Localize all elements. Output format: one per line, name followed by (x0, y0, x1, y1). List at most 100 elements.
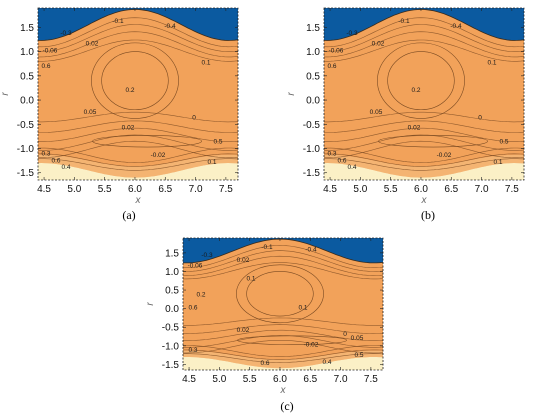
contour-label: 0.05 (84, 109, 97, 116)
plot-frame (323, 7, 525, 181)
contour-label: 0.02 (237, 327, 250, 334)
x-tick-label: 7.0 (189, 184, 203, 195)
contour-line (38, 158, 238, 171)
y-tick-label: -1.0 (17, 144, 35, 155)
contour-label: -0.1 (261, 244, 273, 251)
x-tick-label: 5.5 (98, 184, 112, 195)
contour-label: 0.1 (207, 159, 216, 166)
contour-label: -0.4 (164, 23, 176, 30)
y-tick-label: 1.0 (165, 267, 179, 278)
contour-line (324, 134, 524, 151)
x-tick-label: 7.5 (505, 184, 519, 195)
y-axis-label: r (286, 92, 297, 96)
contour-plot-svg: -0.1 -0.3 -0.4 -0.06 0.02 0.6 0.1 0.2 0.05 0.02 0 -… (286, 7, 525, 206)
x-tick-label: 4.5 (182, 374, 196, 385)
x-tick-label: 6.5 (444, 184, 458, 195)
contour-line (38, 17, 238, 48)
contour-label: 0.1 (246, 276, 255, 283)
plot-frame (37, 7, 239, 181)
y-axis-label: r (0, 92, 11, 96)
contour-line (38, 111, 238, 123)
contour-line (183, 317, 383, 326)
contour-label: 0.05 (351, 335, 364, 342)
contour-label: 0.6 (188, 305, 197, 312)
light-band (38, 154, 238, 178)
panel-caption-a: (a) (122, 208, 136, 222)
panel-caption-c: (c) (280, 399, 294, 413)
contour-line (183, 262, 383, 280)
plot-frame (182, 237, 384, 371)
contour-label: 0.5 (213, 138, 222, 145)
contour-label: 0.1 (201, 59, 210, 66)
contour-line (324, 147, 524, 163)
contour-line (38, 134, 238, 151)
light-band (324, 154, 524, 178)
contour-label: -0.06 (188, 262, 203, 269)
contour-label: 0 (343, 331, 347, 338)
x-tick-label: 4.5 (323, 184, 337, 195)
y-tick-label: -1.5 (303, 168, 321, 179)
trapped-bolus-contour (91, 42, 179, 119)
contour-label: 0.6 (260, 360, 269, 367)
contour-label: -0.3 (201, 252, 213, 259)
y-tick-label: 0.0 (165, 304, 179, 315)
trapped-bolus-contour (236, 264, 324, 324)
x-axis-label: x (421, 195, 428, 205)
contour-label: -0.1 (112, 18, 124, 25)
contour-label: 0.3 (188, 347, 197, 354)
plot-area (324, 8, 524, 180)
contour-label: 0.2 (125, 87, 134, 94)
contour-line (38, 147, 238, 163)
y-tick-label: -1.0 (303, 144, 321, 155)
contour-label: -0.02 (437, 152, 452, 159)
contour-line (324, 140, 524, 158)
trapped-bolus-contour (101, 51, 169, 111)
contour-line (324, 120, 524, 133)
x-tick-label: 6.5 (303, 374, 317, 385)
y-tick-label: 0.5 (306, 71, 320, 82)
x-tick-label: 7.0 (475, 184, 489, 195)
trapped-bolus-contour (377, 42, 465, 119)
y-tick-label: 0.0 (306, 96, 320, 107)
bottom-region (38, 163, 238, 180)
x-tick-label: 6.0 (273, 374, 287, 385)
contour-line (183, 345, 383, 357)
contour-line (183, 255, 383, 276)
contour-line (183, 250, 383, 272)
contour-label: 0.02 (237, 257, 250, 264)
contour-line (324, 24, 524, 52)
x-tick-label: 7.5 (219, 184, 233, 195)
contour-line (38, 127, 238, 142)
contour-label: -0.4 (450, 23, 462, 30)
x-tick-label: 5.0 (67, 184, 81, 195)
x-tick-label: 5.5 (243, 374, 257, 385)
top-region (324, 8, 524, 41)
y-tick-label: 1.0 (20, 47, 34, 58)
contour-label: 0.4 (347, 164, 356, 171)
contour-label: 0.1 (487, 59, 496, 66)
contour-label: -0.06 (43, 47, 58, 54)
contour-line (38, 24, 238, 52)
contour-label: 0 (478, 114, 482, 121)
panel-caption-b: (b) (421, 208, 435, 222)
x-tick-label: 5.5 (384, 184, 398, 195)
contour-plot-svg: -0.1 -0.3 -0.4 -0.06 0.02 0.6 0.1 0.2 0.05 0.02 0 -… (0, 7, 239, 206)
y-tick-label: -1.5 (162, 360, 180, 371)
y-tick-label: 1.5 (20, 23, 34, 34)
x-axis-label: x (280, 385, 287, 396)
contour-label: 0.02 (122, 125, 135, 132)
contour-line (324, 17, 524, 48)
contour-label: 0.6 (41, 63, 50, 70)
x-tick-label: 5.0 (353, 184, 367, 195)
contour-label: 0 (192, 114, 196, 121)
contour-label: 0.1 (298, 305, 307, 312)
y-tick-label: -0.5 (162, 323, 180, 334)
y-tick-label: 1.0 (306, 47, 320, 58)
eye-contour (378, 135, 488, 148)
contour-label: -0.02 (304, 342, 319, 349)
contour-line (38, 120, 238, 133)
contour-label: -0.3 (346, 30, 358, 37)
contour-label: -0.02 (151, 152, 166, 159)
wall-boundary (38, 9, 238, 41)
y-axis-label: r (145, 302, 156, 306)
